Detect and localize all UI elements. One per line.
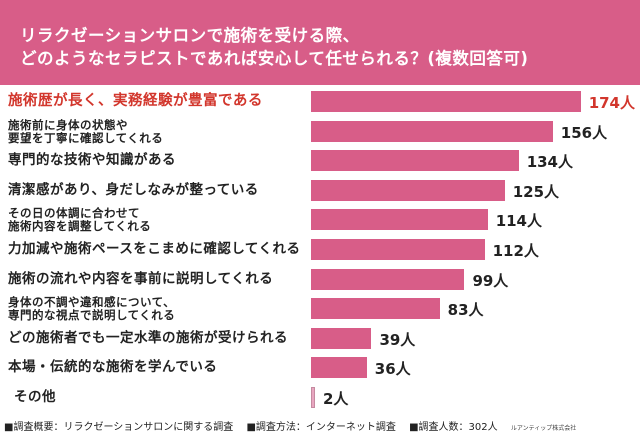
bar <box>311 91 581 112</box>
bar <box>311 120 553 142</box>
survey-footer: ■調査概要：リラクゼーションサロンに関する調査 ■調査方法：インターネット調査 … <box>4 418 586 433</box>
value-label: 174人 <box>588 94 635 112</box>
category-label: 身体の不調や違和感について、 専門的な視点で説明してくれる <box>8 295 176 323</box>
category-label: その日の体調に合わせて 施術内容を調整してくれる <box>8 206 152 234</box>
bar <box>311 357 367 379</box>
company-name: ルアンティップ株式会社 <box>510 425 577 432</box>
value-label: 83人 <box>447 301 484 320</box>
bar <box>311 387 315 408</box>
survey-overview: ■調査概要：リラクゼーションサロンに関する調査 <box>4 422 234 433</box>
survey-method: ■調査方法：インターネット調査 <box>246 422 396 433</box>
category-label: どの施術者でも一定水準の施術が受けられる <box>8 329 288 346</box>
category-label: 専門的な技術や知識がある <box>8 152 176 169</box>
category-label: その他 <box>14 389 56 405</box>
category-label: 本場・伝統的な施術を学んでいる <box>8 359 218 376</box>
value-label: 39人 <box>379 330 416 349</box>
value-label: 114人 <box>495 212 542 231</box>
bar-chart: 施術歴が長く、実務経験が豊富である 174人施術前に身体の状態や 要望を丁寧に確認… <box>0 85 640 411</box>
category-label: 施術の流れや内容を事前に説明してくれる <box>8 270 274 287</box>
value-label: 156人 <box>560 123 608 142</box>
bar <box>311 209 488 231</box>
bar <box>311 327 372 349</box>
value-label: 2人 <box>323 390 349 408</box>
category-label: 施術歴が長く、実務経験が豊富である <box>8 93 263 109</box>
category-label: 施術前に身体の状態や 要望を丁寧に確認してくれる <box>8 117 164 145</box>
bar <box>311 268 465 290</box>
value-label: 134人 <box>526 153 573 172</box>
value-label: 112人 <box>492 242 539 260</box>
bar <box>311 150 519 172</box>
category-label: 清潔感があり、身だしなみが整っている <box>8 181 259 198</box>
chart-title-line-2: どのようなセラピストであれば安心して任せられる？(複数回答可) <box>20 49 529 68</box>
title-banner: リラクゼーションサロンで施術を受ける際、 どのようなセラピストであれば安心して任… <box>0 0 640 85</box>
value-label: 99人 <box>472 271 509 290</box>
survey-count: ■調査人数：302人 <box>409 422 498 433</box>
value-label: 36人 <box>374 360 411 379</box>
bar <box>311 239 485 260</box>
chart-title-line-1: リラクゼーションサロンで施術を受ける際、 <box>20 26 360 45</box>
category-label: 力加減や施術ペースをこまめに確認してくれる <box>8 241 301 257</box>
bar <box>311 298 440 320</box>
value-label: 125人 <box>512 182 560 201</box>
bar <box>311 179 505 201</box>
